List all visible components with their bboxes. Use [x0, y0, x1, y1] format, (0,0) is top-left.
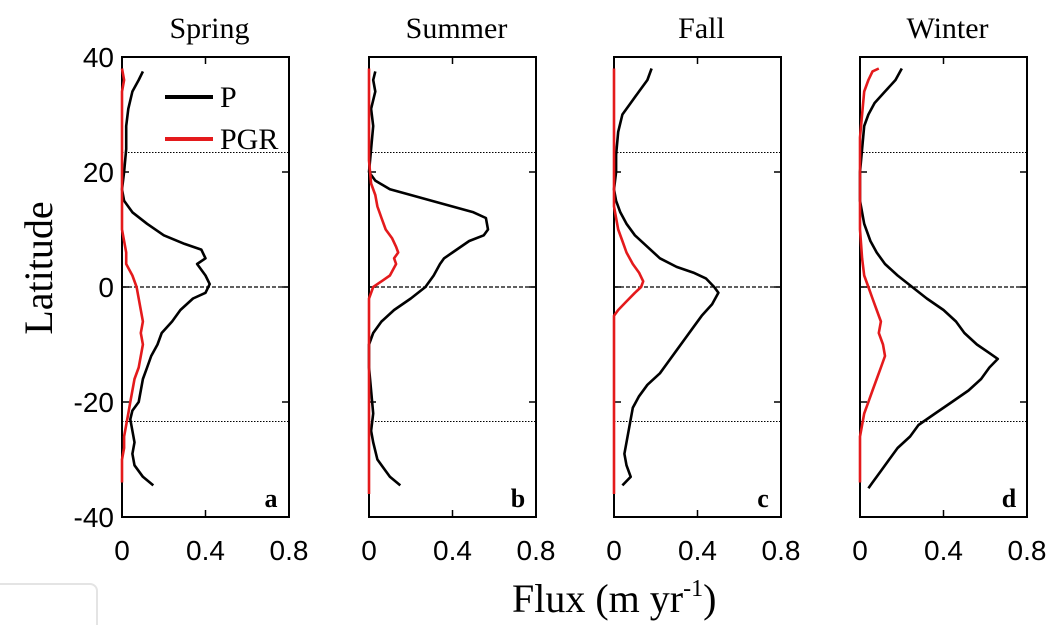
legend-label-pgr: PGR — [220, 123, 278, 156]
legend-label-p: P — [220, 81, 237, 114]
panel-title: Spring — [169, 12, 249, 45]
panel-1: 0 0.4 0.8 40 20 0 -20 -40 Spring a P PGR — [74, 12, 309, 566]
panel-4: 0 0.4 0.8 Winter d — [852, 12, 1046, 566]
x-tick-label: 0 — [361, 535, 377, 566]
x-tick-label: 0.4 — [433, 535, 472, 566]
x-tick-label: 0.8 — [517, 535, 556, 566]
panel-3: 0 0.4 0.8 Fall c — [606, 12, 800, 566]
y-tick-label: 20 — [83, 157, 114, 188]
panel-2: 0 0.4 0.8 Summer b — [361, 12, 555, 566]
panel-letter: a — [265, 484, 278, 513]
series-line-pgr — [858, 67, 887, 483]
panel-letter: d — [1002, 484, 1017, 513]
x-tick-label: 0.4 — [924, 535, 963, 566]
series-line-pgr — [612, 68, 645, 494]
x-tick-label: 0 — [852, 535, 868, 566]
panel-title: Fall — [678, 12, 725, 45]
x-tick-label: 0.8 — [1008, 535, 1047, 566]
y-tick-label: 0 — [98, 272, 114, 303]
x-axis-label-main: Flux (m yr — [512, 576, 683, 621]
series-line-p — [120, 70, 211, 487]
corner-overlay — [0, 583, 98, 625]
x-tick-label: 0.4 — [186, 535, 225, 566]
panel-title: Winter — [906, 12, 988, 45]
y-tick-label: -20 — [74, 387, 114, 418]
panel-letter: b — [511, 484, 525, 513]
series-line-p — [612, 68, 720, 487]
panels: 0 0.4 0.8 40 20 0 -20 -40 Spring a P PGR 0 0.4 0.8 Summ… — [74, 12, 1047, 566]
y-axis-label: Latitude — [16, 201, 61, 334]
x-axis-label: Flux (m yr-1) — [512, 576, 716, 621]
x-tick-label: 0 — [606, 535, 622, 566]
x-axis-label-sup: -1 — [683, 576, 703, 602]
series-line-pgr — [120, 68, 145, 483]
x-tick-label: 0.8 — [270, 535, 309, 566]
y-tick-label: 40 — [83, 42, 114, 73]
series-line-pgr — [367, 68, 400, 494]
panel-letter: c — [757, 484, 769, 513]
x-tick-label: 0 — [114, 535, 130, 566]
x-tick-label: 0.4 — [678, 535, 717, 566]
series-line-p — [858, 67, 1000, 490]
legend: P PGR — [165, 81, 278, 156]
y-tick-label: -40 — [74, 502, 114, 533]
x-tick-label: 0.8 — [762, 535, 801, 566]
panel-title: Summer — [406, 12, 508, 45]
x-axis-label-close: ) — [703, 576, 716, 621]
